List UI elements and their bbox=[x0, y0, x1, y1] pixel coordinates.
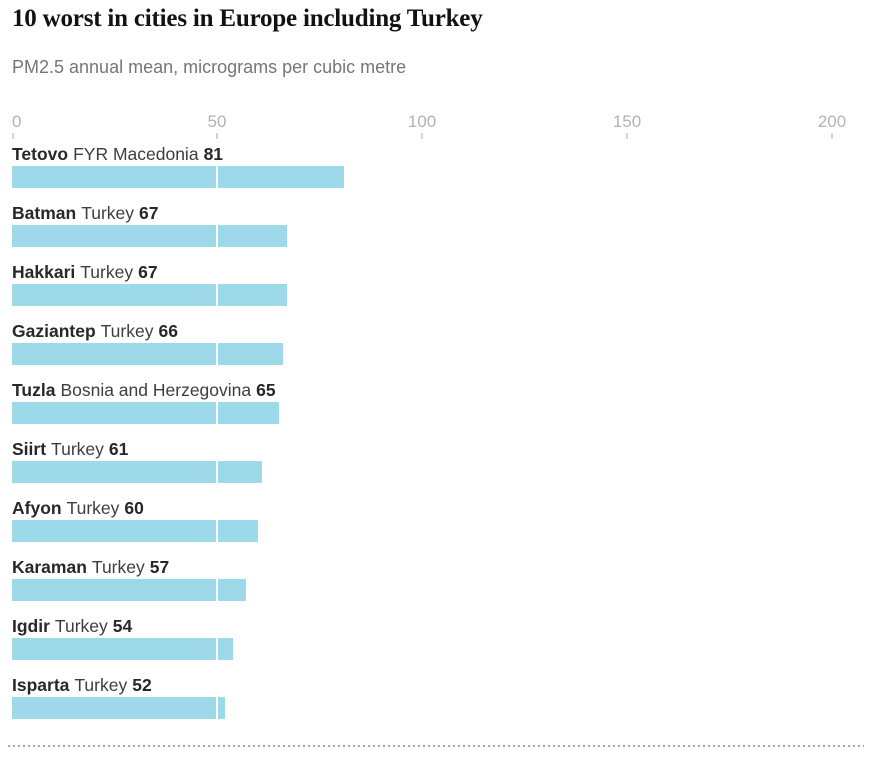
bar bbox=[12, 638, 234, 660]
bar-row: Siirt Turkey 61 bbox=[12, 439, 860, 498]
row-country: Turkey bbox=[51, 439, 104, 459]
row-label: Tetovo FYR Macedonia 81 bbox=[12, 144, 860, 166]
axis-tick-label: 100 bbox=[407, 112, 437, 131]
row-country: Turkey bbox=[91, 557, 145, 577]
bar-row: Hakkari Turkey 67 bbox=[12, 262, 860, 321]
gridline-over-bar bbox=[216, 402, 218, 424]
bar bbox=[12, 166, 345, 188]
axis-tick-mark bbox=[421, 133, 423, 139]
bar-row: Karaman Turkey 57 bbox=[12, 557, 860, 616]
row-country: Turkey bbox=[80, 262, 134, 282]
x-axis: 0 50 100 150 200 bbox=[0, 112, 872, 142]
row-value: 52 bbox=[132, 675, 152, 695]
row-label: Batman Turkey 67 bbox=[12, 203, 860, 225]
gridline-over-bar bbox=[216, 638, 218, 660]
row-label: Isparta Turkey 52 bbox=[12, 675, 860, 697]
bar-row: Gaziantep Turkey 66 bbox=[12, 321, 860, 380]
bar-row: Batman Turkey 67 bbox=[12, 203, 860, 262]
bottom-divider bbox=[8, 745, 864, 747]
bar-row: Tetovo FYR Macedonia 81 bbox=[12, 144, 860, 203]
row-city: Batman bbox=[12, 203, 77, 223]
chart-title: 10 worst in cities in Europe including T… bbox=[12, 5, 483, 32]
row-value: 54 bbox=[112, 616, 133, 636]
row-value: 66 bbox=[158, 321, 178, 341]
axis-tick-mark bbox=[626, 133, 628, 139]
row-country: Turkey bbox=[100, 321, 154, 341]
bar bbox=[12, 284, 287, 306]
gridline-over-bar bbox=[216, 520, 218, 542]
row-city: Igdir bbox=[12, 616, 50, 636]
bar bbox=[12, 579, 246, 601]
bar-rows: Tetovo FYR Macedonia 81 Batman Turkey 67 Hak… bbox=[12, 144, 860, 734]
bar bbox=[12, 402, 279, 424]
row-country: Turkey bbox=[81, 203, 135, 223]
row-country: Turkey bbox=[74, 675, 128, 695]
row-label: Hakkari Turkey 67 bbox=[12, 262, 860, 284]
gridline-over-bar bbox=[216, 697, 218, 719]
gridline-over-bar bbox=[216, 579, 218, 601]
row-city: Gaziantep bbox=[12, 321, 96, 341]
gridline-over-bar bbox=[216, 284, 218, 306]
row-value: 60 bbox=[124, 498, 144, 518]
bar-row: Afyon Turkey 60 bbox=[12, 498, 860, 557]
row-label: Siirt Turkey 61 bbox=[12, 439, 860, 461]
bar bbox=[12, 697, 226, 719]
bar bbox=[12, 225, 287, 247]
row-value: 61 bbox=[108, 439, 129, 459]
bar-row: Tuzla Bosnia and Herzegovina 65 bbox=[12, 380, 860, 439]
axis-tick-label: 150 bbox=[612, 112, 642, 131]
bar-row: Isparta Turkey 52 bbox=[12, 675, 860, 734]
row-country: Turkey bbox=[66, 498, 120, 518]
bar-row: Igdir Turkey 54 bbox=[12, 616, 860, 675]
row-label: Tuzla Bosnia and Herzegovina 65 bbox=[12, 380, 860, 402]
row-city: Tetovo bbox=[12, 144, 69, 164]
row-value: 65 bbox=[256, 380, 276, 400]
row-city: Karaman bbox=[12, 557, 87, 577]
axis-tick-label: 0 bbox=[12, 112, 22, 131]
row-city: Tuzla bbox=[12, 380, 56, 400]
row-label: Afyon Turkey 60 bbox=[12, 498, 860, 520]
bar bbox=[12, 520, 258, 542]
axis-tick-label: 50 bbox=[207, 112, 227, 131]
row-country: Turkey bbox=[54, 616, 108, 636]
row-city: Hakkari bbox=[12, 262, 76, 282]
axis-tick-mark bbox=[12, 133, 14, 139]
row-label: Igdir Turkey 54 bbox=[12, 616, 860, 638]
gridline-over-bar bbox=[216, 343, 218, 365]
row-country: Bosnia and Herzegovina bbox=[60, 380, 252, 400]
row-city: Afyon bbox=[12, 498, 62, 518]
row-city: Siirt bbox=[12, 439, 47, 459]
row-value: 81 bbox=[203, 144, 224, 164]
gridline-over-bar bbox=[216, 461, 218, 483]
gridline-over-bar bbox=[216, 225, 218, 247]
gridline-over-bar bbox=[216, 166, 218, 188]
row-value: 67 bbox=[139, 203, 159, 223]
axis-tick-mark bbox=[831, 133, 833, 139]
row-country: FYR Macedonia bbox=[73, 144, 199, 164]
chart-subtitle: PM2.5 annual mean, micrograms per cubic … bbox=[12, 57, 407, 77]
row-label: Gaziantep Turkey 66 bbox=[12, 321, 860, 343]
row-value: 57 bbox=[149, 557, 170, 577]
axis-tick-label: 200 bbox=[817, 112, 847, 131]
row-value: 67 bbox=[138, 262, 158, 282]
bar bbox=[12, 343, 283, 365]
row-city: Isparta bbox=[12, 675, 70, 695]
axis-tick-mark bbox=[216, 133, 218, 139]
row-label: Karaman Turkey 57 bbox=[12, 557, 860, 579]
bar bbox=[12, 461, 263, 483]
